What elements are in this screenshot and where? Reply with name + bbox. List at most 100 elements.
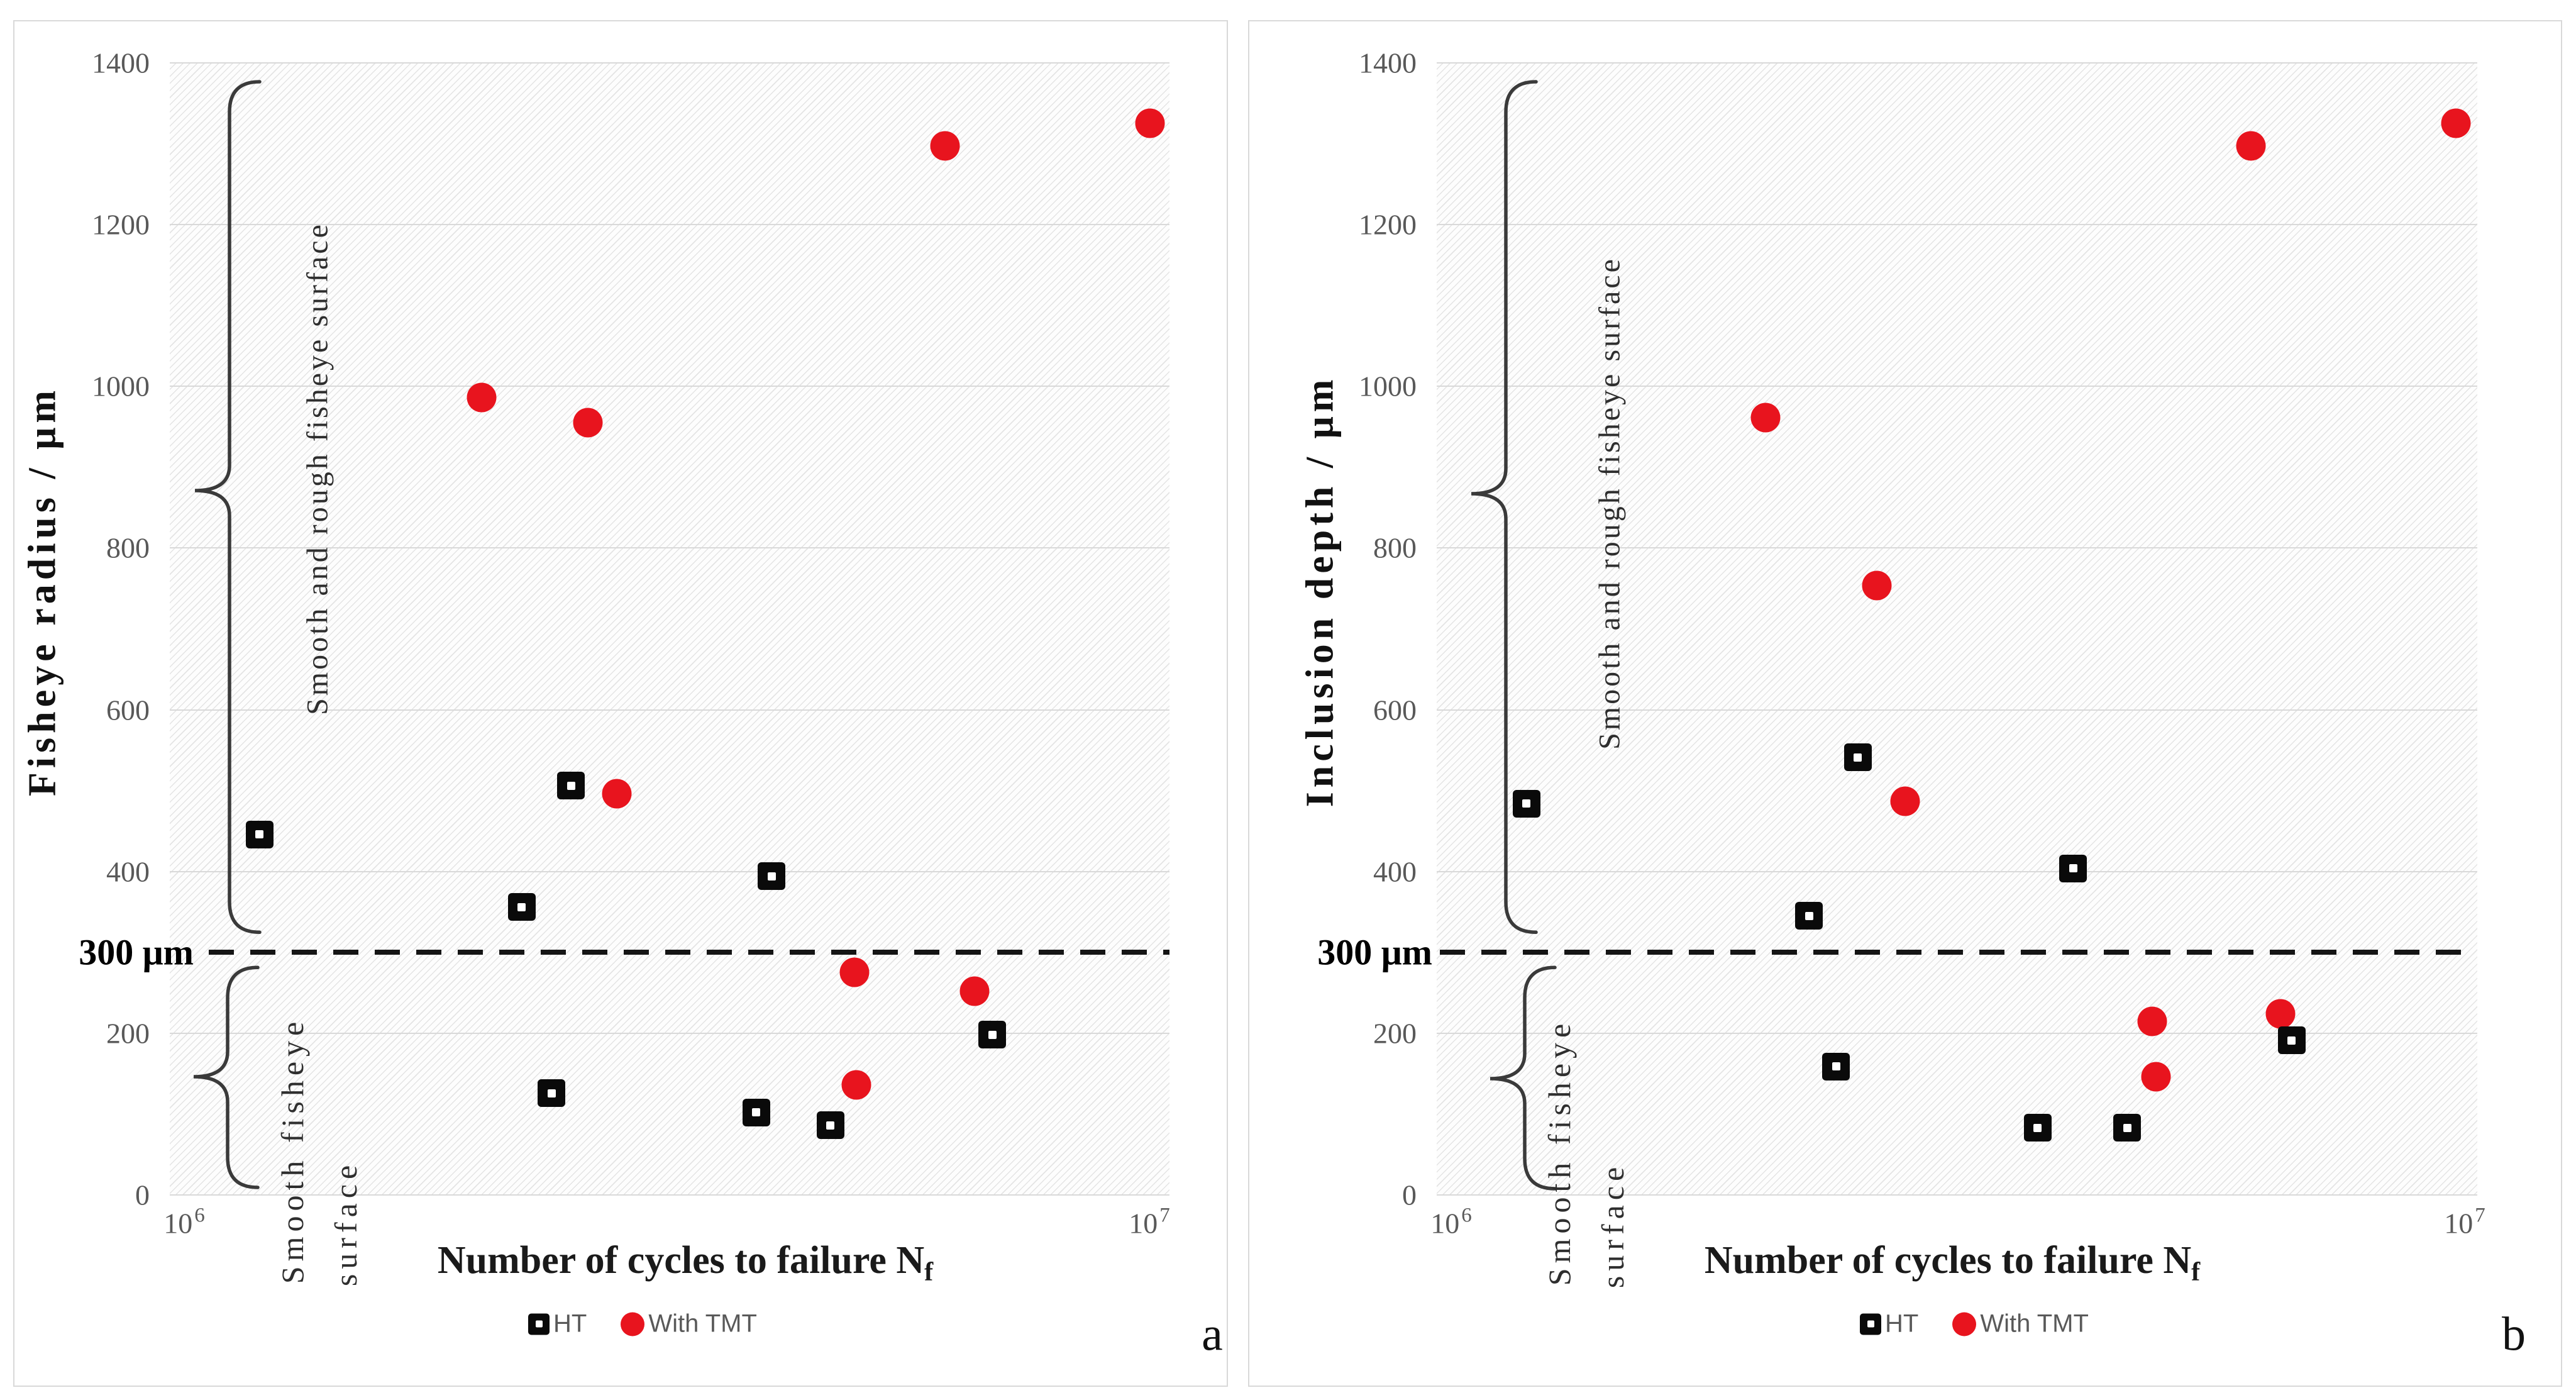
y-tick-label: 1200	[1359, 208, 1417, 241]
upper-region-label-a: Smooth and rough fisheye surface	[301, 222, 334, 715]
lower-region-label-line1-b: Smooth fisheye	[1542, 1018, 1577, 1286]
data-point-ht	[1822, 1052, 1850, 1081]
y-tick-label: 1400	[1359, 47, 1417, 79]
data-point-with-tmt	[1890, 786, 1920, 816]
y-tick-label: 600	[1373, 694, 1417, 726]
data-point-ht	[2277, 1026, 2306, 1055]
x-axis-title-a: Number of cycles to failure Nf	[438, 1238, 933, 1287]
x-axis-title-main-a: Number of cycles to failure N	[437, 1239, 925, 1282]
x-tick-max-base-a: 10	[1129, 1207, 1158, 1240]
data-point-ht	[557, 772, 585, 800]
x-axis-title-sub-b: f	[2191, 1257, 2201, 1287]
plot-area-b	[1437, 63, 2477, 1195]
y-tick-label: 1200	[92, 208, 150, 241]
legend-b: HT With TMT	[1860, 1310, 2089, 1338]
gridline	[1437, 709, 2477, 711]
gridline	[1437, 1194, 2477, 1196]
legend-label-tmt-a: With TMT	[648, 1309, 757, 1338]
y-tick-label: 1400	[92, 47, 150, 79]
gridline	[170, 870, 1169, 872]
y-tick-label: 200	[1373, 1017, 1417, 1050]
data-point-with-tmt	[2137, 1006, 2167, 1036]
x-tick-min-b: 106	[1430, 1204, 1472, 1240]
gridline	[1437, 62, 2477, 64]
ht-square-marker-icon	[1860, 1313, 1881, 1335]
gridline	[1437, 386, 2477, 387]
data-point-ht	[978, 1021, 1007, 1049]
data-point-with-tmt	[2141, 1062, 2171, 1092]
y-tick-label: 400	[1373, 855, 1417, 888]
plot-area-a	[170, 63, 1169, 1195]
data-point-ht	[742, 1098, 770, 1126]
data-point-ht	[2059, 854, 2087, 882]
legend-entry-ht-a: HT	[528, 1310, 587, 1338]
x-axis-title-main-b: Number of cycles to failure N	[1704, 1239, 2192, 1282]
gridline	[1437, 224, 2477, 226]
gridline	[170, 1032, 1169, 1034]
tmt-circle-marker-icon	[1952, 1312, 1977, 1336]
x-tick-min-base-a: 10	[163, 1207, 193, 1240]
legend-label-tmt-b: With TMT	[1980, 1309, 2089, 1338]
data-point-ht	[1795, 902, 1823, 930]
data-point-with-tmt	[2236, 131, 2266, 161]
x-tick-min-base-b: 10	[1430, 1207, 1460, 1240]
upper-region-label-b: Smooth and rough fisheye surface	[1593, 257, 1627, 750]
gridline	[170, 547, 1169, 549]
legend-entry-tmt-a: With TMT	[621, 1310, 757, 1338]
data-point-with-tmt	[1135, 108, 1165, 138]
gridline	[170, 1194, 1169, 1196]
data-point-ht	[816, 1111, 844, 1140]
y-tick-label: 0	[1402, 1179, 1417, 1211]
x-tick-max-b: 107	[2444, 1204, 2485, 1240]
threshold-dashed-line	[209, 950, 1169, 955]
data-point-ht	[2113, 1114, 2142, 1142]
lower-region-label-line1-a: Smooth fisheye	[275, 1016, 310, 1284]
x-tick-min-exp-b: 6	[1461, 1204, 1472, 1227]
panel-letter-b: b	[2502, 1308, 2526, 1361]
x-axis-title-sub-a: f	[924, 1257, 934, 1287]
gridline	[1437, 547, 2477, 549]
legend-label-ht-b: HT	[1885, 1309, 1919, 1338]
gridline	[170, 709, 1169, 711]
data-point-with-tmt	[573, 408, 603, 438]
legend-entry-ht-b: HT	[1860, 1310, 1918, 1338]
x-tick-min-a: 106	[163, 1204, 205, 1240]
x-tick-max-exp-b: 7	[2475, 1204, 2485, 1227]
x-tick-min-exp-a: 6	[194, 1204, 205, 1227]
gridline	[170, 386, 1169, 387]
tmt-circle-marker-icon	[621, 1312, 645, 1336]
data-point-with-tmt	[1750, 403, 1781, 433]
ht-square-marker-icon	[528, 1313, 550, 1335]
y-axis-title-a: Fisheye radius / μm	[21, 386, 64, 797]
data-point-ht	[758, 862, 786, 891]
data-point-ht	[1512, 789, 1540, 818]
x-tick-max-a: 107	[1129, 1204, 1170, 1240]
data-point-with-tmt	[959, 976, 990, 1006]
y-tick-label: 800	[1373, 531, 1417, 564]
lower-region-label-line2-b: surface	[1595, 1162, 1630, 1289]
panel-letter-a: a	[1202, 1308, 1223, 1361]
gridline	[170, 224, 1169, 226]
y-tick-label: 0	[135, 1179, 150, 1211]
gridline	[1437, 1032, 2477, 1034]
gridline	[170, 62, 1169, 64]
y-tick-label: 1000	[1359, 370, 1417, 403]
data-point-with-tmt	[602, 779, 632, 809]
threshold-label-b: 300 μm	[1317, 931, 1432, 973]
x-tick-max-exp-a: 7	[1159, 1204, 1170, 1227]
data-point-ht	[538, 1079, 566, 1107]
y-tick-label: 200	[106, 1017, 150, 1050]
y-tick-label: 400	[106, 855, 150, 888]
y-tick-label: 800	[106, 531, 150, 564]
data-point-with-tmt	[841, 1070, 871, 1100]
data-point-with-tmt	[930, 131, 960, 161]
gridline	[1437, 870, 2477, 872]
threshold-label-a: 300 μm	[79, 931, 194, 973]
data-point-with-tmt	[839, 957, 870, 987]
data-point-ht	[507, 893, 536, 921]
data-point-ht	[2023, 1114, 2052, 1142]
y-axis-title-b: Inclusion depth / μm	[1298, 375, 1342, 808]
x-axis-title-b: Number of cycles to failure Nf	[1705, 1238, 2200, 1287]
data-point-with-tmt	[467, 382, 497, 413]
